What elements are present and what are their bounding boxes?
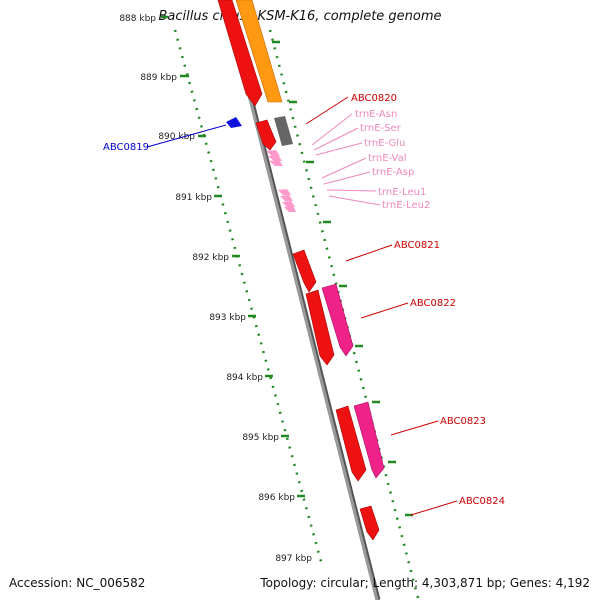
tick-label-891: 891 kbp (175, 193, 212, 203)
leader-line (321, 157, 367, 179)
gene-label-trne-asp[interactable]: trnE-Asp (372, 167, 414, 178)
gene-label-abc0822[interactable]: ABC0822 (410, 298, 456, 309)
trna-feature[interactable] (266, 150, 280, 156)
leader-line (360, 302, 409, 319)
tick-label-893: 893 kbp (209, 313, 246, 323)
gene-feature-abc0821[interactable] (292, 249, 317, 293)
leader-line (146, 124, 227, 148)
gene-feature-abc0823[interactable] (335, 405, 367, 482)
leader-line (305, 96, 349, 125)
trna-feature[interactable] (278, 189, 291, 195)
trna-feature[interactable] (268, 155, 282, 161)
gene-label-trne-glu[interactable]: trnE-Glu (364, 138, 405, 149)
gene-feature-abc0819[interactable] (226, 117, 242, 128)
leader-line (313, 127, 359, 151)
trna-feature[interactable] (284, 206, 296, 212)
leader-line (328, 195, 381, 206)
gene-label-abc0823[interactable]: ABC0823 (440, 416, 486, 427)
gene-feature-gray[interactable] (274, 116, 293, 146)
gene-label-trne-val[interactable]: trnE-Val (368, 153, 407, 164)
genome-summary: Topology: circular; Length: 4,303,871 bp… (260, 576, 590, 590)
tick-label-889: 889 kbp (140, 73, 177, 83)
trna-feature[interactable] (269, 160, 283, 166)
leader-line (311, 113, 353, 146)
gene-feature-abc0823-pink[interactable] (353, 401, 385, 479)
gene-feature-abc0824[interactable] (359, 505, 380, 541)
leader-line (323, 171, 371, 185)
gene-feature-abc0820[interactable] (255, 119, 277, 151)
gene-label-trne-ser[interactable]: trnE-Ser (360, 123, 402, 134)
gene-label-abc0819[interactable]: ABC0819 (103, 142, 149, 153)
leader-line (390, 420, 439, 436)
trna-feature[interactable] (282, 201, 295, 207)
gene-feature-abc0822[interactable] (305, 289, 335, 366)
gene-label-abc0820[interactable]: ABC0820 (351, 93, 397, 104)
gene-label-abc0821[interactable]: ABC0821 (394, 240, 440, 251)
gene-feature-top-red[interactable] (217, 0, 263, 107)
leader-line (315, 142, 363, 156)
gene-feature-abc0822-pink[interactable] (321, 283, 354, 357)
leader-line (410, 500, 458, 516)
tick-label-896: 896 kbp (258, 493, 295, 503)
gene-label-trne-asn[interactable]: trnE-Asn (355, 109, 397, 120)
tick-label-897: 897 kbp (275, 554, 312, 564)
accession-label: Accession: NC_006582 (9, 576, 146, 590)
tick-label-892: 892 kbp (192, 253, 229, 263)
gene-label-trne-leu2[interactable]: trnE-Leu2 (382, 200, 430, 211)
leader-line (326, 189, 377, 192)
gene-feature-top-orange[interactable] (235, 0, 283, 103)
tick-label-890: 890 kbp (158, 132, 195, 142)
tick-label-888: 888 kbp (119, 14, 156, 24)
gene-label-abc0824[interactable]: ABC0824 (459, 496, 505, 507)
tick-label-895: 895 kbp (242, 433, 279, 443)
leader-line (345, 244, 393, 262)
gene-label-trne-leu1[interactable]: trnE-Leu1 (378, 187, 426, 198)
trna-feature[interactable] (280, 195, 293, 201)
tick-label-894: 894 kbp (226, 373, 263, 383)
